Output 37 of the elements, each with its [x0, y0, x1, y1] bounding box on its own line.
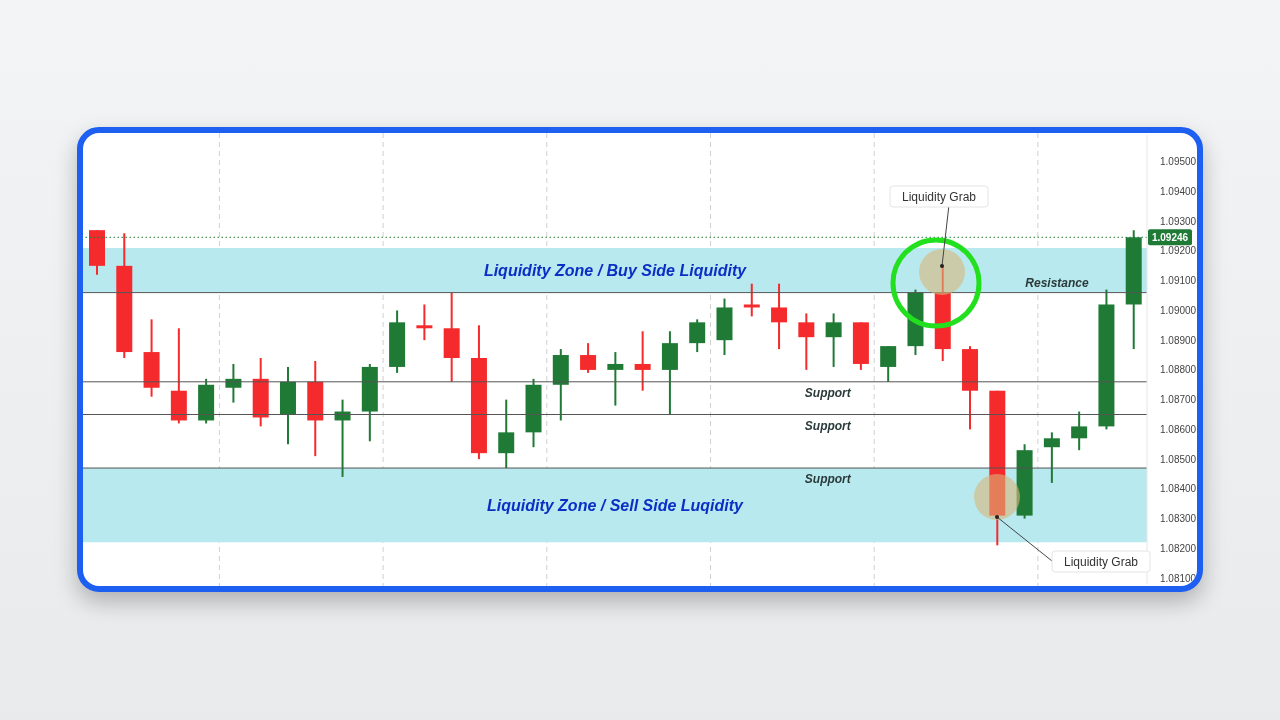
y-tick-label: 1.08400 — [1160, 483, 1197, 495]
candlestick — [498, 398, 515, 470]
y-tick-label: 1.08500 — [1160, 453, 1197, 465]
y-tick-label: 1.09100 — [1160, 275, 1197, 287]
ref-line-label: Support — [804, 472, 852, 487]
y-tick-label: 1.08600 — [1160, 423, 1197, 435]
y-tick-label: 1.09400 — [1160, 186, 1197, 197]
ref-line-label: Support — [804, 418, 852, 433]
candlestick — [634, 330, 651, 392]
candlestick — [689, 318, 706, 354]
y-tick-label: 1.09300 — [1160, 215, 1197, 227]
candlestick — [825, 312, 842, 368]
y-tick-label: 1.08900 — [1160, 334, 1197, 346]
candlestick — [1071, 410, 1088, 452]
y-tick-label: 1.08700 — [1160, 394, 1197, 406]
candlestick — [607, 351, 624, 407]
y-tick-label: 1.09200 — [1160, 245, 1197, 257]
ref-line-label: 1.09246 — [1151, 232, 1189, 244]
band-label: Liquidity Zone / Buy Side Liquidity — [483, 262, 748, 280]
candlestick — [416, 303, 433, 342]
ref-line-label: Support — [804, 385, 852, 400]
band-label: Liquidity Zone / Sell Side Luqidity — [486, 497, 745, 515]
y-tick-label: 1.08200 — [1160, 542, 1197, 554]
candlestick — [580, 342, 597, 374]
annotation: Liquidity Grab — [1063, 555, 1139, 569]
y-tick-label: 1.09500 — [1160, 156, 1197, 168]
candlestick — [225, 362, 242, 404]
y-tick-label: 1.09000 — [1160, 304, 1197, 316]
y-tick-label: 1.08800 — [1160, 364, 1197, 376]
candlestick — [880, 345, 897, 383]
candlestick — [771, 282, 788, 351]
candlestick — [798, 312, 815, 371]
y-tick-label: 1.08300 — [1160, 513, 1197, 525]
candlestick — [743, 282, 760, 318]
annotation: Liquidity Grab — [901, 190, 977, 204]
candlestick — [1043, 431, 1060, 484]
ref-line-label: Resistance — [1025, 275, 1090, 290]
